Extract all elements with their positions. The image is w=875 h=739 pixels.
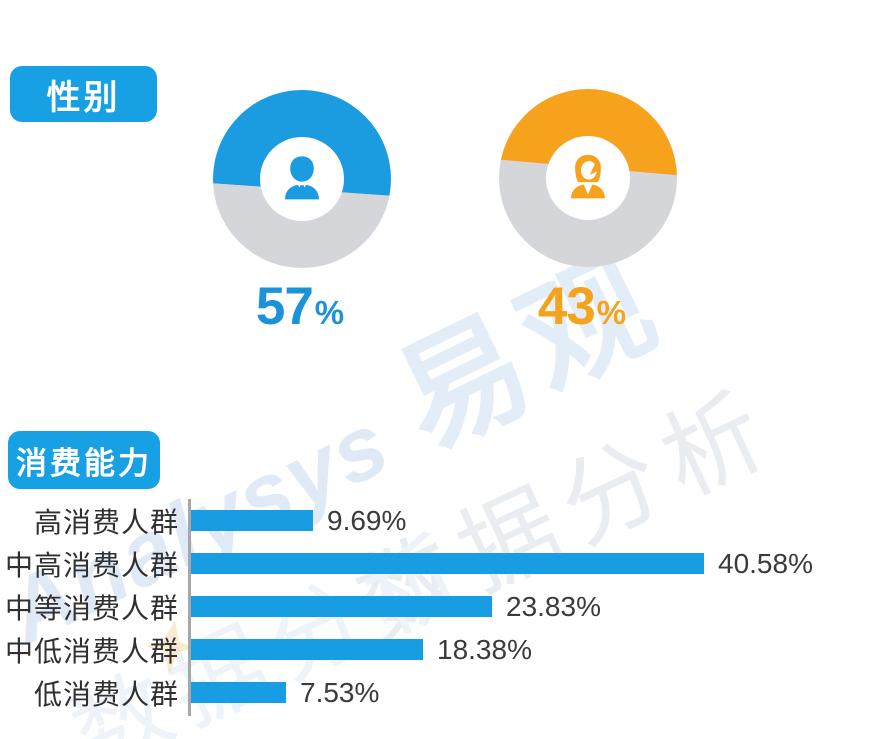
bar-category-label: 低消费人群	[33, 678, 179, 710]
bar-row: 低消费人群 7.53%	[0, 671, 875, 714]
bar-category-label: 中低消费人群	[4, 635, 179, 667]
male-donut-chart	[213, 90, 391, 268]
bar-value-label: 9.69%	[327, 504, 407, 536]
bar	[191, 682, 286, 703]
watermark-yiguan-text: 易观	[376, 228, 683, 475]
bar-row: 中等消费人群 23.83%	[0, 585, 875, 628]
bar-category-label: 中高消费人群	[4, 549, 179, 581]
female-donut-chart	[499, 89, 677, 267]
gender-section-badge: 性别	[10, 66, 157, 122]
bar-chart-axis-line	[188, 499, 191, 716]
bar-rows: 高消费人群 9.69% 中高消费人群 40.58% 中等消费人群 23.83% …	[0, 499, 875, 714]
consumption-bar-chart: 高消费人群 9.69% 中高消费人群 40.58% 中等消费人群 23.83% …	[0, 499, 875, 716]
bar-value-label: 18.38%	[437, 633, 532, 665]
bar	[191, 510, 313, 531]
female-percent-unit: %	[596, 294, 627, 331]
male-percent-label: 57 %	[200, 276, 400, 337]
bar-row: 中高消费人群 40.58%	[0, 542, 875, 585]
male-user-icon	[285, 156, 319, 200]
female-donut-center	[546, 136, 630, 220]
female-user-icon	[571, 154, 605, 199]
bar-category-label: 中等消费人群	[4, 592, 179, 624]
female-percent-label: 43 %	[482, 276, 682, 337]
bar-value-label: 40.58%	[718, 547, 813, 579]
male-percent-unit: %	[314, 294, 345, 331]
bar	[191, 639, 423, 660]
bar-value-label: 23.83%	[506, 590, 601, 622]
consumption-section-badge: 消费能力	[8, 431, 160, 489]
male-donut-center	[260, 137, 344, 221]
bar	[191, 596, 492, 617]
female-percent-value: 43	[537, 277, 596, 336]
male-percent-value: 57	[255, 277, 314, 336]
bar-value-label: 7.53%	[300, 676, 380, 708]
bar-category-label: 高消费人群	[33, 506, 179, 538]
bar-row: 高消费人群 9.69%	[0, 499, 875, 542]
bar-row: 中低消费人群 18.38%	[0, 628, 875, 671]
bar	[191, 553, 704, 574]
